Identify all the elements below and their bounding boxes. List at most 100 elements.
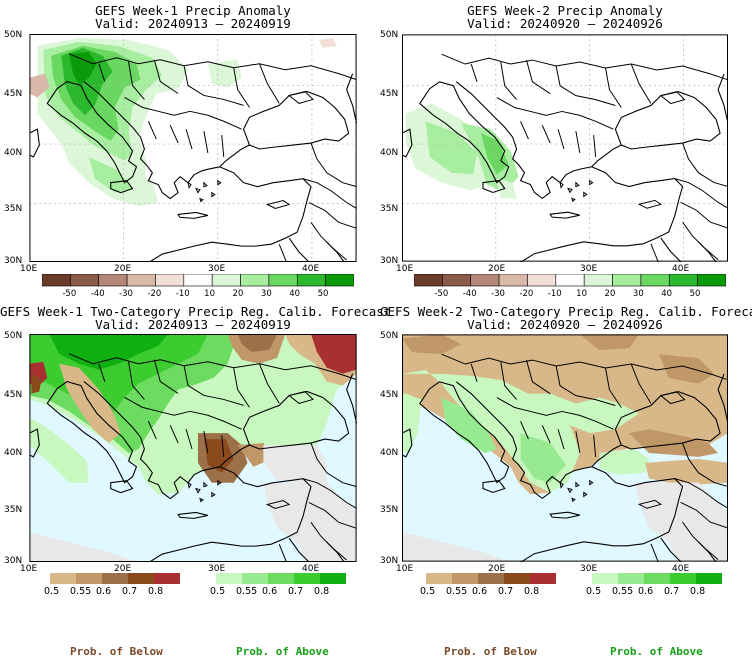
panel-2-title: GEFS Week-2 Precip Anomaly — [467, 3, 663, 18]
lat-label: 30N — [380, 256, 399, 266]
anomaly-colorbar-tick-label: -40 — [90, 289, 105, 299]
anomaly-colorbar-swatch — [640, 274, 670, 287]
anomaly-colorbar-tick-label: 40 — [661, 289, 673, 299]
lat-label: 35N — [380, 505, 399, 515]
anomaly-colorbar-swatch — [668, 274, 698, 287]
panel-2-valid-date: Valid: 20240920 – 20240926 — [467, 16, 663, 31]
anomaly-colorbar-tick-label: -50 — [434, 289, 449, 299]
anomaly-colorbar-swatch — [414, 274, 443, 287]
lon-label: 40E — [672, 564, 690, 574]
anomaly-colorbar-tick-label: 20 — [232, 289, 244, 299]
below-colorbar-2 — [426, 573, 556, 584]
lon-label: 10E — [20, 564, 38, 574]
anomaly-colorbar-swatch — [240, 274, 270, 287]
below-colorbar-tick-label: 0.55 — [70, 586, 92, 597]
above-colorbar-swatch — [294, 573, 320, 584]
below-colorbar-tick-label: 0.5 — [420, 586, 436, 597]
above-colorbar-tick-label: 0.55 — [236, 586, 258, 597]
below-colorbar-tick-label: 0.6 — [96, 586, 112, 597]
anomaly-colorbar-swatch — [98, 274, 128, 287]
below-colorbar-swatch — [452, 573, 478, 584]
above-colorbar-swatch — [242, 573, 268, 584]
above-colorbar-1 — [216, 573, 346, 584]
anomaly-colorbar-tick-label: 40 — [289, 289, 301, 299]
anomaly-colorbar-swatch — [612, 274, 642, 287]
anomaly-colorbar-swatch — [296, 274, 326, 287]
below-colorbar-tick-label: 0.8 — [148, 586, 164, 597]
anomaly-colorbar-swatch — [268, 274, 298, 287]
lon-label: 20E — [114, 264, 132, 274]
below-colorbar-swatch — [154, 573, 180, 584]
anomaly-colorbar-swatch — [42, 274, 71, 287]
above-colorbar-swatch — [216, 573, 242, 584]
anomaly-colorbar-tick-label: 50 — [689, 289, 701, 299]
below-colorbar-swatch — [102, 573, 128, 584]
below-colorbar-swatch — [478, 573, 504, 584]
lat-label: 30N — [4, 256, 23, 266]
panel-2-map — [402, 34, 728, 262]
below-colorbar-1 — [50, 573, 180, 584]
prob-shading — [402, 334, 728, 562]
anomaly-colorbar-2 — [414, 274, 726, 287]
anomaly-colorbar-tick-label: 30 — [260, 289, 272, 299]
panel-3-valid-date: Valid: 20240913 – 20240919 — [95, 317, 291, 332]
lat-label: 50N — [4, 331, 23, 341]
anomaly-colorbar-swatch — [527, 274, 557, 287]
anomaly-colorbar-tick-label: -20 — [519, 289, 534, 299]
footer-prob-below-1: Prob. of Below — [70, 645, 163, 658]
anomaly-colorbar-swatch — [211, 274, 241, 287]
lat-label: 50N — [4, 30, 23, 40]
anomaly-colorbar-swatch — [470, 274, 500, 287]
lat-label: 35N — [380, 204, 399, 214]
anomaly-colorbar-tick-label: -10 — [547, 289, 562, 299]
above-colorbar-tick-label: 0.7 — [288, 586, 304, 597]
lon-label: 40E — [302, 564, 320, 574]
anomaly-colorbar-tick-label: 30 — [632, 289, 644, 299]
above-colorbar-2 — [592, 573, 722, 584]
footer-prob-above-2: Prob. of Above — [610, 645, 703, 658]
panel-1-title: GEFS Week-1 Precip Anomaly — [95, 3, 291, 18]
lat-label: 45N — [380, 390, 399, 400]
lon-label: 40E — [672, 264, 690, 274]
footer-prob-above-1: Prob. of Above — [236, 645, 329, 658]
lon-label: 20E — [114, 564, 132, 574]
above-colorbar-swatch — [268, 573, 294, 584]
lat-label: 35N — [4, 505, 23, 515]
lat-label: 40N — [380, 448, 399, 458]
lat-label: 35N — [4, 204, 23, 214]
above-colorbar-swatch — [644, 573, 670, 584]
anomaly-colorbar-tick-label: 20 — [604, 289, 616, 299]
above-colorbar-tick-label: 0.8 — [690, 586, 706, 597]
anomaly-colorbar-1 — [42, 274, 354, 287]
lat-label: 40N — [4, 148, 23, 158]
below-colorbar-tick-label: 0.5 — [44, 586, 60, 597]
above-colorbar-swatch — [696, 573, 722, 584]
lat-label: 30N — [380, 556, 399, 566]
above-colorbar-tick-label: 0.6 — [262, 586, 278, 597]
panel-3-map — [28, 334, 358, 562]
lat-label: 45N — [4, 89, 23, 99]
anomaly-colorbar-tick-label: -20 — [147, 289, 162, 299]
anomaly-colorbar-swatch — [583, 274, 613, 287]
anomaly-colorbar-swatch — [442, 274, 472, 287]
lat-label: 45N — [380, 89, 399, 99]
below-colorbar-tick-label: 0.8 — [524, 586, 540, 597]
lon-label: 10E — [396, 264, 414, 274]
anomaly-colorbar-tick-label: -50 — [62, 289, 77, 299]
lon-label: 40E — [302, 264, 320, 274]
below-colorbar-tick-label: 0.7 — [498, 586, 514, 597]
lat-label: 45N — [4, 390, 23, 400]
below-colorbar-swatch — [530, 573, 556, 584]
anomaly-colorbar-swatch — [325, 274, 354, 287]
lat-label: 40N — [380, 148, 399, 158]
lat-label: 30N — [4, 556, 23, 566]
lon-label: 10E — [396, 564, 414, 574]
above-colorbar-swatch — [618, 573, 644, 584]
above-colorbar-swatch — [670, 573, 696, 584]
footer-prob-below-2: Prob. of Below — [444, 645, 537, 658]
lon-label: 20E — [488, 264, 506, 274]
below-colorbar-tick-label: 0.6 — [472, 586, 488, 597]
anomaly-colorbar-tick-label: 10 — [576, 289, 587, 299]
anomaly-colorbar-swatch — [155, 274, 185, 287]
above-colorbar-tick-label: 0.5 — [210, 586, 226, 597]
